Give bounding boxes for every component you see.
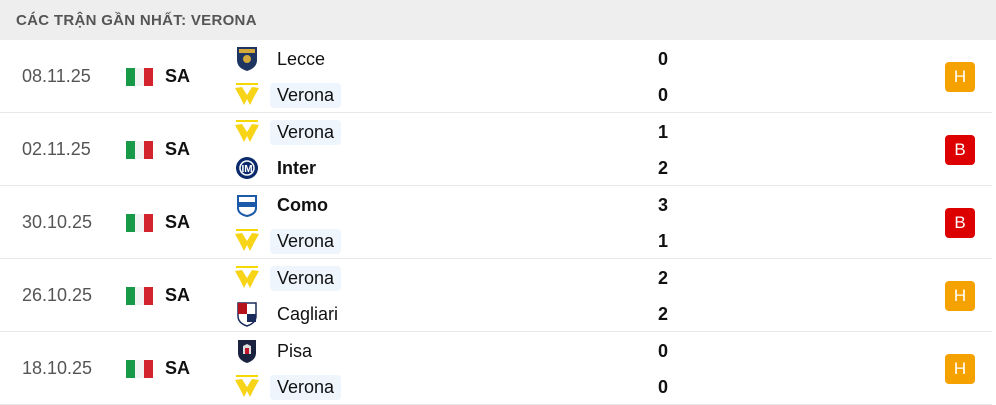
team-name: Verona [270, 265, 342, 291]
score-away: 0 [658, 85, 669, 105]
svg-text:IM: IM [241, 164, 252, 175]
section-header: CÁC TRẬN GẦN NHẤT: VERONA [0, 0, 996, 40]
team-name: Como [277, 194, 328, 215]
team-name: Pisa [277, 340, 313, 361]
pisa-logo-icon [234, 338, 260, 364]
result-badge: B [945, 208, 975, 238]
result-badge: H [945, 281, 975, 311]
match-row[interactable]: 02.11.25 SA Verona 1 IM Inter 2 B [0, 113, 992, 186]
cagliari-logo-icon [234, 301, 260, 327]
result-badge: B [945, 135, 975, 165]
italy-flag-icon [126, 141, 153, 159]
result-badge: H [945, 62, 975, 92]
team-home[interactable]: Como [234, 191, 335, 219]
team-home[interactable]: Verona [234, 264, 342, 292]
score-away: 1 [658, 231, 669, 251]
match-date: 30.10.25 [22, 212, 93, 232]
match-list: 08.11.25 SA Lecce 0 Verona 0 H 02.11.25 SA V… [0, 40, 996, 405]
inter-logo-icon: IM [234, 155, 260, 181]
match-date: 08.11.25 [22, 66, 91, 86]
match-date: 26.10.25 [22, 285, 93, 305]
team-away[interactable]: Verona [234, 227, 342, 255]
team-away[interactable]: Verona [234, 81, 342, 109]
verona-logo-icon [234, 374, 260, 400]
team-name: Verona [270, 119, 342, 145]
italy-flag-icon [126, 360, 153, 378]
score-away: 0 [658, 377, 669, 397]
italy-flag-icon [126, 68, 153, 86]
competition[interactable]: SA [165, 212, 191, 232]
score-home: 0 [658, 49, 669, 69]
lecce-logo-icon [234, 46, 260, 72]
team-away[interactable]: Verona [234, 373, 342, 401]
team-home[interactable]: Verona [234, 118, 342, 146]
team-name: Verona [270, 374, 342, 400]
team-away[interactable]: IM Inter [234, 154, 323, 182]
verona-logo-icon [234, 82, 260, 108]
team-name: Lecce [277, 48, 326, 69]
competition[interactable]: SA [165, 285, 191, 305]
team-home[interactable]: Pisa [234, 337, 319, 365]
score-home: 2 [658, 268, 669, 288]
match-row[interactable]: 26.10.25 SA Verona 2 Cagliari 2 H [0, 259, 992, 332]
score-home: 1 [658, 122, 669, 142]
score-home: 3 [658, 195, 669, 215]
team-home[interactable]: Lecce [234, 45, 332, 73]
match-row[interactable]: 18.10.25 SA Pisa 0 Verona 0 H [0, 332, 992, 405]
score-away: 2 [658, 304, 669, 324]
italy-flag-icon [126, 287, 153, 305]
competition[interactable]: SA [165, 358, 191, 378]
team-name: Verona [270, 228, 342, 254]
match-row[interactable]: 08.11.25 SA Lecce 0 Verona 0 H [0, 40, 992, 113]
match-date: 18.10.25 [22, 358, 93, 378]
verona-logo-icon [234, 265, 260, 291]
score-away: 2 [658, 158, 669, 178]
italy-flag-icon [126, 214, 153, 232]
competition[interactable]: SA [165, 66, 191, 86]
competition[interactable]: SA [165, 139, 191, 159]
como-logo-icon [234, 192, 260, 218]
verona-logo-icon [234, 228, 260, 254]
team-away[interactable]: Cagliari [234, 300, 345, 328]
team-name: Verona [270, 82, 342, 108]
verona-logo-icon [234, 119, 260, 145]
match-date: 02.11.25 [22, 139, 91, 159]
team-name: Cagliari [277, 303, 339, 324]
team-name: Inter [277, 157, 317, 178]
result-badge: H [945, 354, 975, 384]
score-home: 0 [658, 341, 669, 361]
match-row[interactable]: 30.10.25 SA Como 3 Verona 1 B [0, 186, 992, 259]
